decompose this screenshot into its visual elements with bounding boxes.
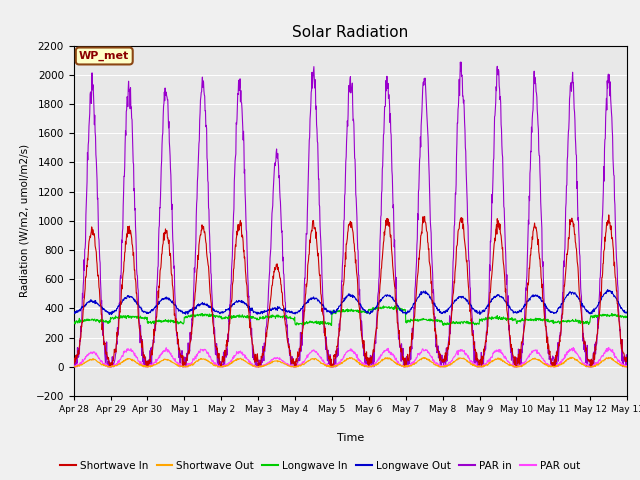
Title: Solar Radiation: Solar Radiation	[292, 25, 408, 40]
Y-axis label: Radiation (W/m2, umol/m2/s): Radiation (W/m2, umol/m2/s)	[20, 144, 30, 298]
Text: WP_met: WP_met	[79, 51, 129, 61]
Legend: Shortwave In, Shortwave Out, Longwave In, Longwave Out, PAR in, PAR out: Shortwave In, Shortwave Out, Longwave In…	[56, 456, 584, 475]
X-axis label: Time: Time	[337, 433, 364, 444]
